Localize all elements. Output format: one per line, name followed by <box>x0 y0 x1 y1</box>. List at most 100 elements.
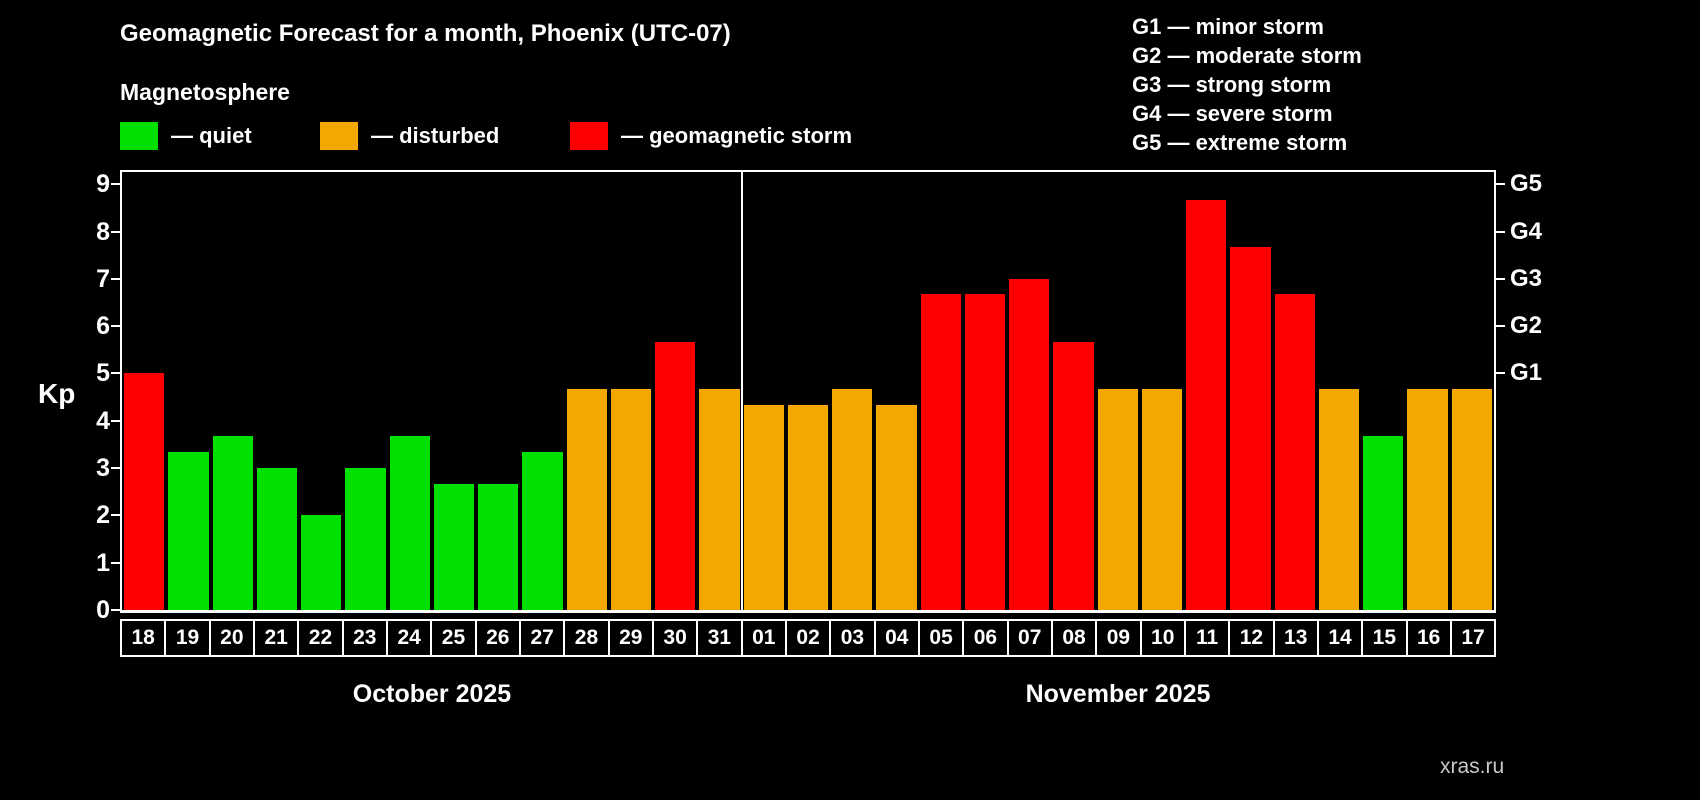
bar-day-31 <box>699 389 740 610</box>
right-tick-G4 <box>1496 231 1505 233</box>
date-label-24: 24 <box>385 621 430 655</box>
quiet-label: — quiet <box>171 123 252 148</box>
bar-day-27 <box>522 452 563 610</box>
bar-day-21 <box>256 468 298 610</box>
date-label-26: 26 <box>474 621 519 655</box>
g4-legend-line: G4 — severe storm <box>1132 101 1333 126</box>
right-tick-G2 <box>1496 325 1505 327</box>
disturbed-label: — disturbed <box>371 123 500 148</box>
y-axis-title: Kp <box>38 378 76 409</box>
y-tick-label-8: 8 <box>96 218 110 246</box>
right-axis-label-G2: G2 <box>1510 312 1543 339</box>
date-label-06: 06 <box>962 621 1006 655</box>
magnetosphere-label: Magnetosphere <box>120 79 290 105</box>
date-label-17: 17 <box>1449 621 1494 655</box>
bar-day-02 <box>787 405 829 610</box>
right-axis-label-G1: G1 <box>1510 359 1543 386</box>
legend-item-quiet: — quiet <box>120 122 252 150</box>
right-tick-G5 <box>1496 183 1505 185</box>
bar-day-07 <box>1009 279 1050 610</box>
date-label-30: 30 <box>651 621 696 655</box>
storm-swatch-icon <box>570 122 608 150</box>
bar-day-03 <box>832 389 873 610</box>
bar-day-26 <box>478 484 519 610</box>
y-tick-2 <box>111 514 120 516</box>
bar-day-09 <box>1097 389 1138 610</box>
date-label-14: 14 <box>1316 621 1361 655</box>
bar-day-13 <box>1274 294 1315 610</box>
bar-day-15 <box>1363 436 1404 610</box>
date-label-20: 20 <box>208 621 253 655</box>
date-label-04: 04 <box>873 621 918 655</box>
date-label-23: 23 <box>341 621 386 655</box>
y-tick-label-6: 6 <box>96 312 110 340</box>
storm-label: — geomagnetic storm <box>621 123 853 148</box>
bar-day-08 <box>1053 342 1094 610</box>
date-axis: 18 19 20 21 22 23 24 25 26 27 28 29 30 31 01 02 03 04 05 06… <box>120 619 1496 657</box>
date-label-15: 15 <box>1361 621 1405 655</box>
bar-day-18 <box>124 373 165 610</box>
y-tick-label-5: 5 <box>96 359 110 387</box>
bar-day-06 <box>964 294 1006 610</box>
storm-scale-legend: G1 — minor storm G2 — moderate storm G3 … <box>1132 12 1362 157</box>
bar-day-01 <box>743 405 784 610</box>
date-label-31: 31 <box>696 621 740 655</box>
date-label-05: 05 <box>917 621 962 655</box>
bar-day-17 <box>1451 389 1492 610</box>
y-tick-9 <box>111 183 120 185</box>
y-tick-label-3: 3 <box>96 454 110 482</box>
date-label-12: 12 <box>1228 621 1272 655</box>
y-tick-label-0: 0 <box>96 596 110 624</box>
bar-day-05 <box>920 294 961 610</box>
date-label-21: 21 <box>252 621 297 655</box>
bar-day-23 <box>345 468 386 610</box>
month-label-1: November 2025 <box>1025 680 1211 708</box>
bar-day-25 <box>433 484 475 610</box>
y-tick-label-4: 4 <box>96 407 110 435</box>
quiet-swatch-icon <box>120 122 158 150</box>
g5-legend-line: G5 — extreme storm <box>1132 130 1348 155</box>
bar-day-24 <box>389 436 430 610</box>
bar-day-14 <box>1318 389 1360 610</box>
watermark: xras.ru <box>1440 755 1505 778</box>
date-label-03: 03 <box>829 621 873 655</box>
y-tick-0 <box>111 609 120 611</box>
y-tick-label-2: 2 <box>96 501 110 529</box>
date-label-02: 02 <box>784 621 829 655</box>
y-tick-3 <box>111 467 120 469</box>
date-label-27: 27 <box>518 621 563 655</box>
y-tick-4 <box>111 420 120 422</box>
date-label-01: 01 <box>740 621 785 655</box>
bar-day-19 <box>168 452 209 610</box>
y-tick-5 <box>111 372 120 374</box>
month-label-0: October 2025 <box>352 680 512 708</box>
month-separator <box>741 172 743 610</box>
date-label-07: 07 <box>1006 621 1051 655</box>
bar-day-22 <box>301 515 342 610</box>
date-label-18: 18 <box>131 626 155 649</box>
y-tick-label-7: 7 <box>96 265 110 293</box>
g1-legend-line: G1 — minor storm <box>1132 14 1324 39</box>
date-label-10: 10 <box>1139 621 1184 655</box>
g2-legend-line: G2 — moderate storm <box>1132 43 1362 68</box>
bar-day-29 <box>610 389 652 610</box>
date-label-13: 13 <box>1272 621 1317 655</box>
y-tick-label-1: 1 <box>96 549 110 577</box>
right-axis-label-G3: G3 <box>1510 265 1543 292</box>
date-label-22: 22 <box>297 621 341 655</box>
legend-item-storm: — geomagnetic storm <box>570 122 852 150</box>
bar-day-30 <box>655 342 696 610</box>
bar-day-04 <box>876 405 917 610</box>
plot-area <box>120 170 1496 613</box>
legend-item-disturbed: — disturbed <box>320 122 499 150</box>
right-tick-G1 <box>1496 372 1505 374</box>
y-tick-6 <box>111 325 120 327</box>
bar-day-20 <box>212 436 253 610</box>
y-tick-1 <box>111 562 120 564</box>
date-label-28: 28 <box>563 621 607 655</box>
bar-day-28 <box>566 389 607 610</box>
date-label-11: 11 <box>1183 621 1228 655</box>
bar-day-11 <box>1186 200 1227 610</box>
disturbed-swatch-icon <box>320 122 358 150</box>
y-tick-label-9: 9 <box>96 170 110 198</box>
